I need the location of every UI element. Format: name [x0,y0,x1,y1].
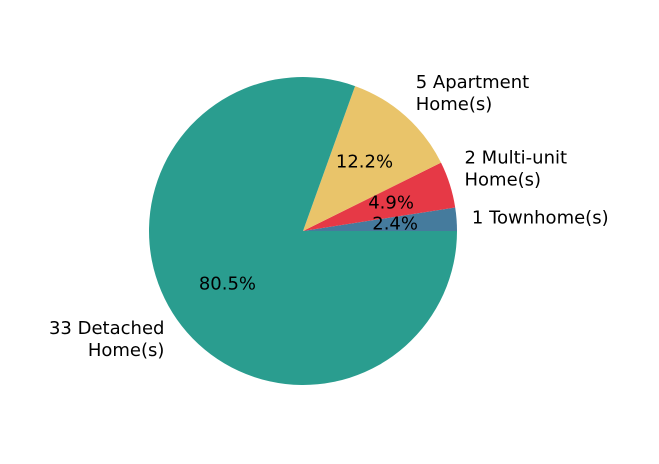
pie-slice [149,76,457,385]
category-label: 5 Apartment Home(s) [416,72,529,115]
category-label-line: Home(s) [88,340,165,361]
pie-slice [303,162,456,231]
category-label-line: 2 Multi-unit [465,147,568,168]
category-label-line: 33 Detached [49,318,164,339]
pie-slice [303,207,458,231]
pie-slices [149,76,458,385]
percent-labels: 2.4%4.9% 12.2% 80.5% [199,152,418,295]
category-label-line: 1 Townhome(s) [472,208,609,229]
category-label-line: Home(s) [465,169,542,190]
percent-label: 80.5% [199,274,256,295]
percent-label: 2.4% [372,213,418,234]
percent-label: 12.2% [336,152,393,173]
category-label-line: Home(s) [416,94,493,115]
category-label: 2 Multi-unit Home(s) [465,147,568,190]
category-labels: 1 Townhome(s)2 Multi-unit Home(s)5 Apartm… [49,72,609,361]
category-label: 33 Detached Home(s) [49,318,164,361]
pie-slice [303,86,442,232]
category-label-line: 5 Apartment [416,72,529,93]
percent-label: 4.9% [368,193,414,214]
category-label: 1 Townhome(s) [472,208,609,229]
